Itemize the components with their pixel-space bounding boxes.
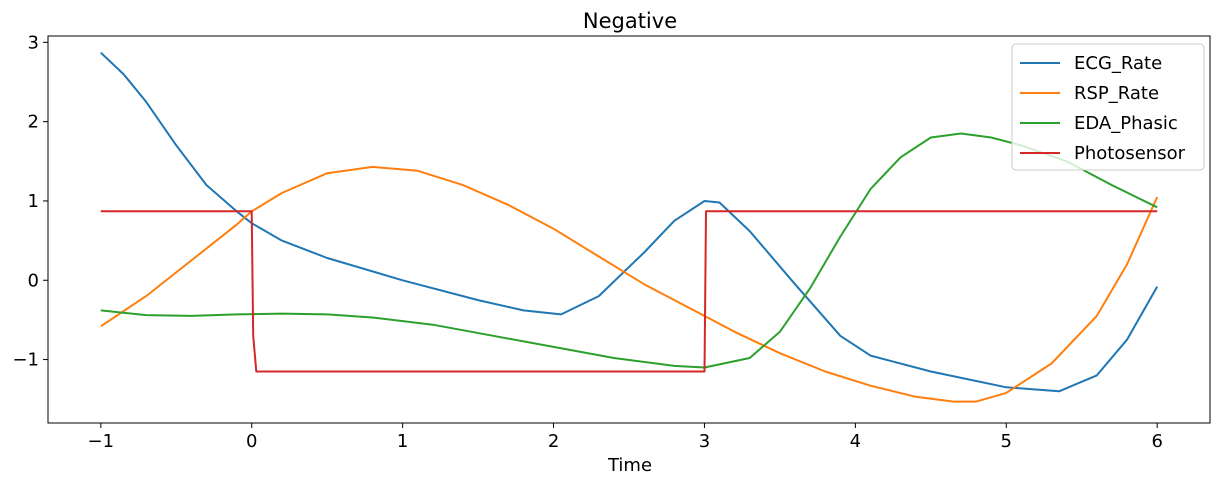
x-tick-label: 4: [850, 431, 861, 452]
x-tick-label: −1: [88, 431, 115, 452]
plot-frame: [47, 35, 1211, 424]
x-axis: −1 0 1 2 3 4 5 6: [88, 423, 1163, 452]
x-tick-label: 3: [699, 431, 710, 452]
chart-title: Negative: [583, 9, 677, 33]
y-tick-label: 2: [28, 112, 39, 133]
legend-label-eda-phasic: EDA_Phasic: [1074, 113, 1178, 134]
x-tick-label: 5: [1001, 431, 1012, 452]
legend-label-ecg-rate: ECG_Rate: [1074, 53, 1162, 74]
plot-lines: [100, 51, 1159, 403]
y-tick-label: 0: [28, 270, 39, 291]
x-tick-label: 2: [548, 431, 559, 452]
y-tick-label: 1: [28, 191, 39, 212]
x-tick-label: 0: [246, 431, 257, 452]
legend-label-photosensor: Photosensor: [1074, 143, 1186, 164]
x-tick-label: 6: [1151, 431, 1162, 452]
legend: ECG_Rate RSP_Rate EDA_Phasic Photosensor: [1011, 43, 1205, 171]
x-tick-label: 1: [397, 431, 408, 452]
series-line-photosensor: [100, 210, 1158, 373]
y-tick-label: −1: [12, 350, 39, 371]
legend-label-rsp-rate: RSP_Rate: [1074, 83, 1159, 104]
series-line-ecg-rate: [100, 51, 1159, 393]
y-axis: −1 0 1 2 3: [12, 32, 48, 371]
legend-box: [1011, 43, 1205, 171]
series-line-rsp-rate: [100, 165, 1159, 403]
x-axis-label: Time: [607, 455, 652, 476]
y-tick-label: 3: [28, 32, 39, 53]
series-line-eda-phasic: [100, 132, 1158, 369]
